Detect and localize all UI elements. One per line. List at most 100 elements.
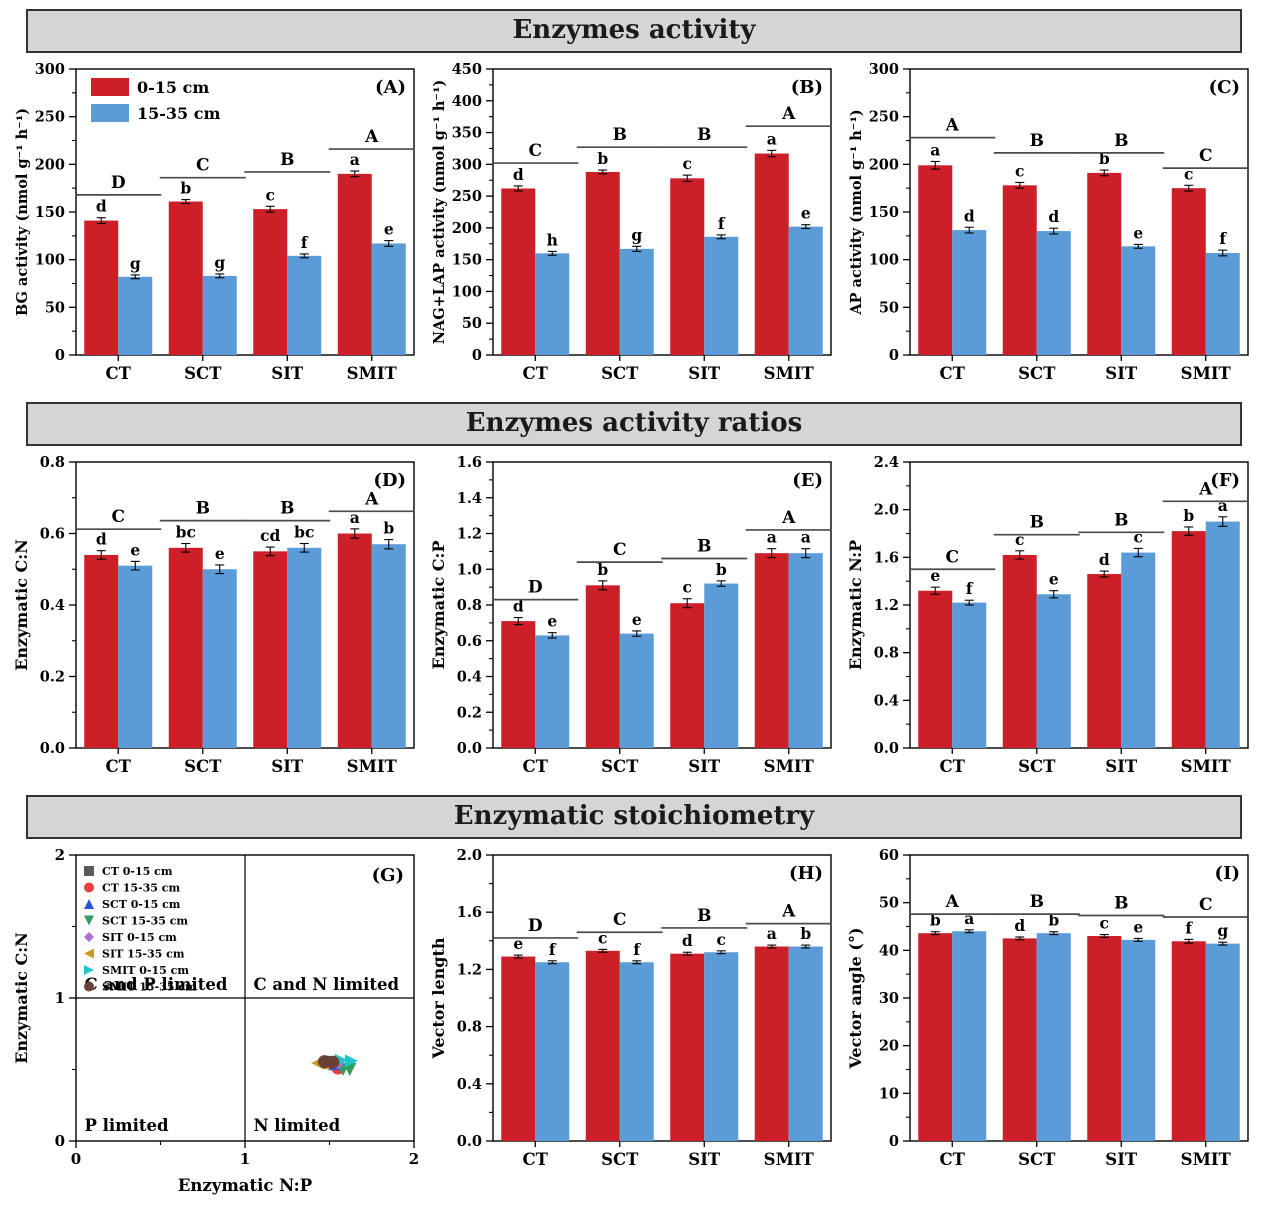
- x-category-label: SCT: [601, 1150, 639, 1169]
- bar-CT-0-15 cm: [501, 621, 536, 748]
- significance-letter: c: [1134, 527, 1143, 546]
- significance-letter: b: [716, 560, 727, 579]
- group-letter: A: [781, 104, 796, 124]
- x-category-label: SIT: [1105, 1150, 1138, 1169]
- panel-I-vector-angle-chart: 0 10 20 30 40 50 60 CT b a A SCT d b B SIT c e B SMIT f g C Vec…: [844, 845, 1258, 1179]
- significance-letter: b: [1183, 506, 1194, 525]
- y-tick-label: 100: [452, 283, 482, 300]
- significance-letter: d: [682, 931, 693, 950]
- significance-letter: d: [513, 165, 524, 184]
- y-tick-label: 0: [55, 347, 65, 364]
- y-tick-label: 200: [452, 220, 482, 237]
- y-axis-label: AP activity (nmol g⁻¹ h⁻¹): [848, 109, 865, 315]
- x-category-label: CT: [523, 1150, 549, 1169]
- bar-SIT-15-35 cm: [1121, 246, 1156, 355]
- group-letter: B: [1114, 894, 1128, 914]
- x-category-label: CT: [523, 757, 549, 776]
- group-letter: C: [613, 910, 627, 930]
- y-tick-label: 0: [889, 347, 899, 364]
- group-letter: A: [781, 902, 796, 922]
- y-tick-label: 0.6: [40, 526, 65, 543]
- y-tick-label: 300: [452, 156, 482, 173]
- quadrant-label-bottom-right: N limited: [253, 1116, 340, 1135]
- group-letter: A: [945, 116, 960, 136]
- x-category-label: SIT: [688, 1150, 721, 1169]
- significance-letter: a: [964, 909, 974, 928]
- significance-letter: a: [767, 129, 777, 148]
- significance-letter: a: [1218, 496, 1228, 515]
- x-category-label: SMIT: [1181, 364, 1232, 383]
- bar-CT-15-35 cm: [535, 635, 570, 748]
- circle-legend-icon: [84, 981, 94, 992]
- x-category-label: SCT: [601, 757, 639, 776]
- bar-SMIT-15-35 cm: [1205, 252, 1240, 355]
- y-tick-label: 1.2: [457, 961, 482, 978]
- bar-CT-0-15 cm: [918, 933, 953, 1141]
- panel-F-svg: 0.00.40.81.21.62.02.4CTefCSCTceBSITdcBSM…: [846, 454, 1249, 776]
- bar-CT-0-15 cm: [84, 220, 119, 355]
- significance-letter: f: [1219, 229, 1227, 248]
- bar-SIT-0-15 cm: [253, 551, 288, 748]
- group-letter: C: [945, 547, 959, 567]
- x-category-label: SMIT: [764, 757, 815, 776]
- bar-SCT-0-15 cm: [168, 547, 203, 748]
- y-axis-label: Enzymatic C:P: [429, 541, 448, 670]
- bar-CT-0-15 cm: [918, 590, 953, 748]
- significance-letter: d: [1014, 916, 1025, 935]
- y-axis-label: Enzymatic C:N: [12, 932, 31, 1064]
- bar-SMIT-0-15 cm: [1171, 531, 1206, 748]
- bar-SMIT-0-15 cm: [754, 153, 789, 355]
- significance-letter: e: [384, 220, 394, 239]
- y-tick-label: 250: [452, 188, 482, 205]
- significance-letter: cd: [260, 526, 280, 545]
- bar-SCT-0-15 cm: [585, 585, 620, 748]
- bar-SIT-0-15 cm: [670, 603, 705, 748]
- significance-letter: f: [1185, 918, 1193, 937]
- y-tick-label: 10: [879, 1085, 899, 1102]
- panel-F-np-ratio-chart: 0.0 0.4 0.8 1.2 1.6 2.0 2.4 CT e f C SCT c e B SIT d c B SM…: [844, 452, 1258, 786]
- y-tick-label: 1.4: [457, 490, 482, 507]
- significance-letter: a: [350, 150, 360, 169]
- bar-SCT-15-35 cm: [619, 633, 654, 748]
- y-tick-label: 0.0: [457, 1133, 482, 1150]
- scatter-legend-label: SIT 15-35 cm: [102, 948, 185, 961]
- y-tick-label: 100: [869, 252, 899, 269]
- panel-C-ap-activity-chart: 0 50 100 150 200 250 300 CT a d A SCT c d B SIT b e B SMIT c…: [844, 59, 1258, 393]
- bar-SIT-15-35 cm: [287, 255, 322, 355]
- significance-letter: g: [130, 254, 141, 273]
- y-tick-label: 0.4: [457, 1076, 482, 1093]
- triangle-right-data-point: [344, 1054, 358, 1068]
- significance-letter: e: [513, 934, 523, 953]
- y-tick-label: 150: [869, 204, 899, 221]
- bar-CT-15-35 cm: [535, 962, 570, 1141]
- group-letter: C: [613, 540, 627, 560]
- significance-letter: f: [301, 233, 309, 252]
- panel-B-naglap-activity-chart: 0 50 100 150 200 250 300 350 400 450 CT d h C SCT b g B SI…: [427, 59, 841, 393]
- y-axis-label: Vector angle (°): [846, 927, 865, 1069]
- y-tick-label: 0: [889, 1133, 899, 1150]
- section-title-enzymes-activity-ratios: Enzymes activity ratios: [26, 402, 1242, 446]
- bar-SIT-0-15 cm: [670, 953, 705, 1141]
- bar-CT-0-15 cm: [501, 188, 536, 355]
- square-legend-icon: [84, 866, 94, 876]
- significance-letter: g: [631, 225, 642, 244]
- bar-SIT-15-35 cm: [1121, 552, 1156, 748]
- bar-SIT-15-35 cm: [704, 952, 739, 1141]
- panel-tag: (F): [1210, 470, 1240, 491]
- group-letter: B: [1030, 131, 1044, 151]
- bar-CT-15-35 cm: [952, 602, 987, 748]
- scatter-legend-label: SIT 0-15 cm: [102, 931, 177, 944]
- group-letter: B: [1030, 892, 1044, 912]
- significance-letter: f: [633, 940, 641, 959]
- x-category-label: SCT: [601, 364, 639, 383]
- x-tick-label: 2: [409, 1150, 419, 1168]
- bar-SCT-15-35 cm: [1036, 594, 1071, 748]
- y-tick-label: 0: [55, 1132, 65, 1150]
- group-letter: B: [1030, 513, 1044, 533]
- significance-letter: d: [96, 197, 107, 216]
- scatter-legend-label: SMIT 15-35 cm: [102, 981, 197, 994]
- significance-letter: a: [767, 528, 777, 547]
- bar-CT-15-35 cm: [535, 253, 570, 355]
- y-tick-label: 2: [55, 846, 65, 864]
